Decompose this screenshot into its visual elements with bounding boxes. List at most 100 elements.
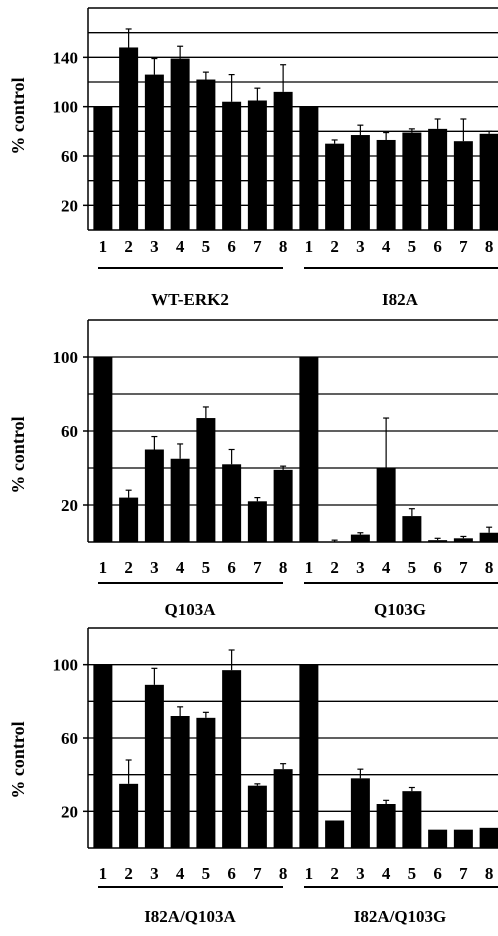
x-tick-label: 7: [253, 864, 262, 883]
x-tick-label: 4: [382, 558, 391, 577]
bar: [144, 449, 164, 542]
y-axis-label: % control: [8, 416, 28, 493]
bar: [273, 769, 293, 848]
x-tick-label: 8: [279, 237, 288, 256]
x-tick-label: 5: [408, 558, 417, 577]
x-tick-label: 6: [227, 558, 236, 577]
bar: [247, 785, 267, 848]
bar: [376, 804, 396, 848]
x-tick-label: 5: [202, 558, 211, 577]
x-tick-label: 6: [227, 864, 236, 883]
bar: [299, 357, 319, 542]
group-label: I82A/Q103G: [354, 907, 447, 926]
bar: [170, 716, 190, 848]
bar: [196, 717, 216, 848]
bar: [299, 106, 319, 230]
y-tick-label: 20: [61, 496, 78, 515]
y-tick-label: 20: [61, 196, 78, 215]
x-tick-label: 7: [459, 237, 468, 256]
x-tick-label: 2: [124, 237, 133, 256]
y-tick-label: 60: [61, 729, 78, 748]
x-tick-label: 8: [279, 558, 288, 577]
x-tick-label: 2: [330, 558, 339, 577]
bar: [350, 534, 370, 542]
bar: [479, 827, 498, 848]
group-label: I82A: [382, 290, 419, 309]
x-tick-label: 2: [124, 864, 133, 883]
bar: [479, 133, 498, 230]
x-tick-label: 1: [99, 237, 108, 256]
bar: [222, 464, 242, 542]
bar: [273, 91, 293, 230]
x-tick-label: 2: [124, 558, 133, 577]
x-tick-label: 8: [279, 864, 288, 883]
x-tick-label: 2: [330, 237, 339, 256]
x-tick-label: 1: [305, 558, 314, 577]
x-tick-label: 6: [433, 864, 442, 883]
x-tick-label: 8: [485, 558, 494, 577]
x-tick-label: 3: [356, 558, 365, 577]
bar: [325, 143, 345, 230]
y-tick-label: 100: [53, 656, 79, 675]
x-tick-label: 4: [382, 237, 391, 256]
y-tick-label: 20: [61, 802, 78, 821]
bar: [428, 829, 448, 848]
bar: [93, 664, 113, 848]
bar: [453, 538, 473, 542]
x-tick-label: 4: [176, 558, 185, 577]
x-tick-label: 7: [459, 558, 468, 577]
bar: [273, 469, 293, 542]
group-label: I82A/Q103A: [144, 907, 236, 926]
bar: [170, 458, 190, 542]
bar: [376, 468, 396, 542]
y-tick-label: 60: [61, 422, 78, 441]
x-tick-label: 2: [330, 864, 339, 883]
x-tick-label: 1: [99, 864, 108, 883]
y-tick-label: 100: [53, 98, 79, 117]
x-tick-label: 3: [150, 237, 159, 256]
x-tick-label: 3: [356, 864, 365, 883]
x-tick-label: 4: [176, 237, 185, 256]
bar: [144, 684, 164, 848]
x-tick-label: 7: [253, 558, 262, 577]
x-tick-label: 8: [485, 237, 494, 256]
group-label: Q103A: [165, 600, 217, 619]
bar: [479, 532, 498, 542]
x-tick-label: 6: [227, 237, 236, 256]
bar: [222, 670, 242, 848]
x-tick-label: 5: [408, 237, 417, 256]
bar: [428, 128, 448, 230]
bar: [376, 139, 396, 230]
x-tick-label: 5: [202, 237, 211, 256]
x-tick-label: 5: [202, 864, 211, 883]
x-tick-label: 7: [253, 237, 262, 256]
bar: [453, 141, 473, 230]
bar: [402, 791, 422, 848]
bar: [402, 132, 422, 230]
bar: [299, 664, 319, 848]
x-tick-label: 6: [433, 237, 442, 256]
bar: [93, 106, 113, 230]
y-axis-label: % control: [8, 721, 28, 798]
bar: [222, 101, 242, 230]
group-label: WT-ERK2: [151, 290, 229, 309]
x-tick-label: 1: [305, 237, 314, 256]
x-tick-label: 3: [150, 558, 159, 577]
bar: [247, 100, 267, 230]
x-tick-label: 4: [176, 864, 185, 883]
bar: [453, 829, 473, 848]
bar: [119, 783, 139, 848]
bar: [196, 79, 216, 231]
x-tick-label: 7: [459, 864, 468, 883]
bar: [428, 540, 448, 542]
y-tick-label: 100: [53, 348, 79, 367]
y-tick-label: 140: [53, 48, 79, 67]
x-tick-label: 5: [408, 864, 417, 883]
bar: [119, 47, 139, 230]
bar: [144, 74, 164, 230]
bar: [402, 516, 422, 542]
